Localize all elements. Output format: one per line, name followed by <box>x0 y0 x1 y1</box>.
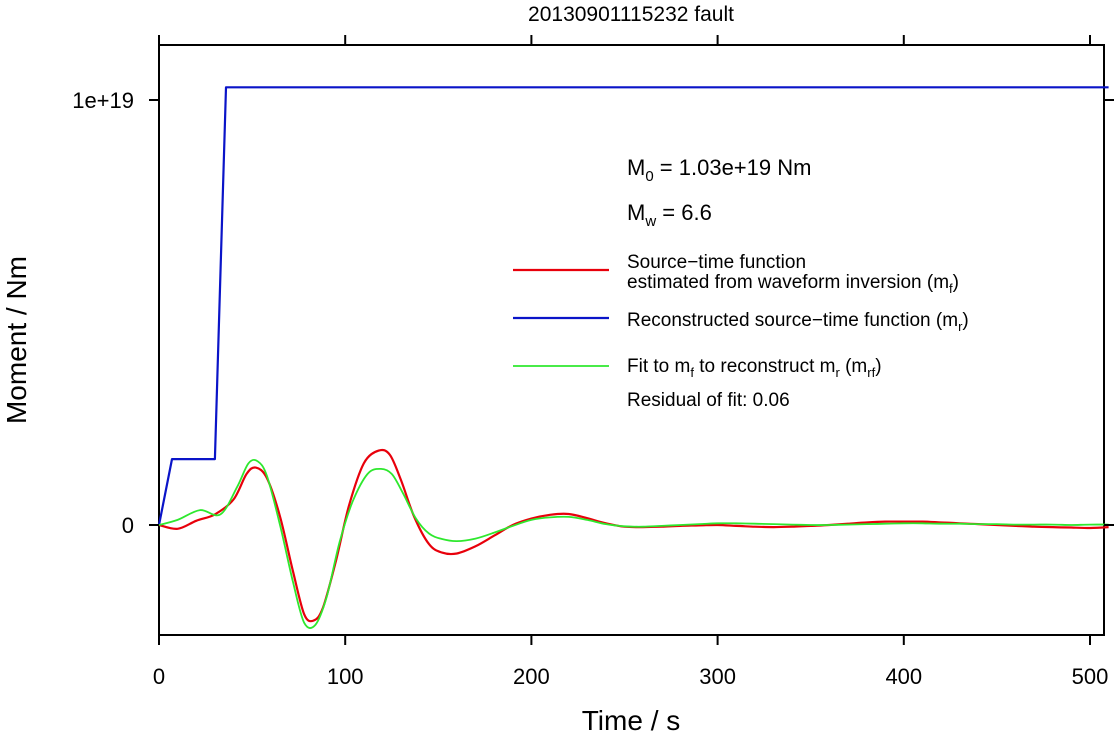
mw-rest: = 6.6 <box>656 200 712 225</box>
x-tick-label-400: 400 <box>885 664 922 689</box>
series-line-mr <box>157 86 1109 526</box>
series-layer <box>157 86 1109 629</box>
y-tick-label-1e+19: 1e+19 <box>72 88 134 113</box>
m0-sub: 0 <box>645 168 653 185</box>
x-tick-label-500: 500 <box>1072 664 1109 689</box>
mw-annotation: Mw = 6.6 <box>627 200 712 230</box>
plot-area <box>157 44 1109 636</box>
y-tick-label-0: 0 <box>122 513 134 538</box>
legend-label-mf-line2: estimated from waveform inversion (mf) <box>627 272 959 296</box>
x-tick-label-100: 100 <box>327 664 364 689</box>
series-line-mf <box>158 448 1109 623</box>
x-tick-label-200: 200 <box>513 664 550 689</box>
x-axis: 0 100 200 300 400 500 <box>153 35 1108 689</box>
y-axis-label: Moment / Nm <box>1 256 32 424</box>
plot-frame <box>158 44 1105 636</box>
x-axis-label: Time / s <box>582 705 681 735</box>
x-tick-label-0: 0 <box>153 664 165 689</box>
legend-label-mf-line1: Source−time function <box>627 252 806 273</box>
m0-rest: = 1.03e+19 Nm <box>654 155 812 180</box>
m0-main: M <box>627 155 645 180</box>
legend-label-mr: Reconstructed source−time function (mr) <box>627 310 969 334</box>
legend: Source−time function estimated from wave… <box>513 252 969 411</box>
chart-title: 20130901115232 fault <box>528 3 734 26</box>
annotations: M0 = 1.03e+19 Nm Mw = 6.6 <box>627 155 811 230</box>
x-tick-label-300: 300 <box>699 664 736 689</box>
residual-annotation: Residual of fit: 0.06 <box>627 390 790 411</box>
y-axis: 0 1e+19 <box>72 88 1114 538</box>
series-line-mrf <box>158 458 1109 629</box>
mw-main: M <box>627 200 645 225</box>
mw-sub: w <box>644 213 656 230</box>
m0-annotation: M0 = 1.03e+19 Nm <box>627 155 811 185</box>
legend-label-mrf: Fit to mf to reconstruct mr (mrf) <box>627 356 882 380</box>
